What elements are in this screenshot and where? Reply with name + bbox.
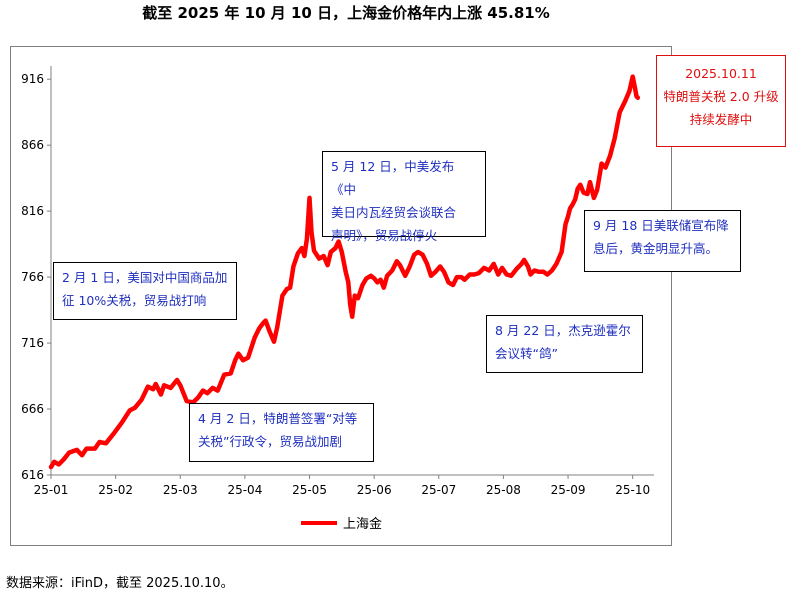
annotation-line: 征 10%关税，贸易战打响 — [62, 293, 207, 308]
annotation-line: 8 月 22 日，杰克逊霍尔 — [495, 323, 631, 338]
y-tick-label: 916 — [21, 72, 44, 86]
y-tick-label: 616 — [21, 468, 44, 482]
x-tick-label: 25-06 — [357, 483, 392, 497]
chart-title: 截至 2025 年 10 月 10 日，上海金价格年内上涨 45.81% — [142, 4, 550, 22]
annotation-line: 美日内瓦经贸会谈联合 — [331, 205, 457, 220]
annotation-line: 特朗普关税 2.0 升级 — [663, 89, 779, 104]
chart-frame — [10, 46, 672, 546]
axes — [47, 66, 654, 479]
annotation-may12: 5 月 12 日，中美发布《中 美日内瓦经贸会谈联合 声明》，贸易战停火 — [322, 151, 486, 243]
y-tick-label: 866 — [21, 138, 44, 152]
annotation-sep18: 9 月 18 日美联储宣布降 息后，黄金明显升高。 — [584, 210, 741, 272]
x-tick-label: 25-02 — [98, 483, 133, 497]
x-tick-label: 25-01 — [34, 483, 69, 497]
annotation-aug22: 8 月 22 日，杰克逊霍尔 会议转“鸽” — [486, 315, 643, 373]
x-tick-label: 25-10 — [615, 483, 650, 497]
annotation-line: 持续发酵中 — [689, 112, 753, 127]
annotation-feb1: 2 月 1 日，美国对中国商品加 征 10%关税，贸易战打响 — [53, 262, 237, 320]
legend-swatch — [301, 521, 337, 525]
annotation-line: 9 月 18 日美联储宣布降 — [593, 218, 729, 233]
x-tick-label: 25-04 — [227, 483, 262, 497]
tick-labels: 616 666 716 766 816 866 916 25-01 25-02 25-03 25-0… — [21, 72, 650, 497]
y-tick-label: 766 — [21, 270, 44, 284]
x-tick-label: 25-09 — [551, 483, 586, 497]
annotation-line: 2 月 1 日，美国对中国商品加 — [62, 270, 228, 285]
annotation-line: 关税”行政令，贸易战加剧 — [198, 434, 342, 449]
annotation-apr2: 4 月 2 日，特朗普签署“对等 关税”行政令，贸易战加剧 — [189, 403, 374, 462]
annotation-line: 息后，黄金明显升高。 — [593, 241, 719, 256]
annotation-line: 2025.10.11 — [685, 66, 757, 81]
y-tick-label: 716 — [21, 336, 44, 350]
y-tick-label: 816 — [21, 204, 44, 218]
x-tick-label: 25-08 — [486, 483, 521, 497]
annotation-line: 4 月 2 日，特朗普签署“对等 — [198, 411, 358, 426]
x-tick-label: 25-03 — [163, 483, 198, 497]
annotation-line: 会议转“鸽” — [495, 346, 558, 361]
x-tick-label: 25-07 — [421, 483, 456, 497]
x-tick-label: 25-05 — [292, 483, 327, 497]
annotation-line: 声明》，贸易战停火 — [331, 228, 438, 243]
y-tick-label: 666 — [21, 402, 44, 416]
legend-label: 上海金 — [343, 517, 383, 532]
annotation-line: 5 月 12 日，中美发布《中 — [331, 159, 455, 197]
series-line-shanghai-gold — [48, 74, 641, 470]
annotation-oct11: 2025.10.11 特朗普关税 2.0 升级 持续发酵中 — [656, 55, 786, 147]
source-note: 数据来源：iFinD，截至 2025.10.10。 — [6, 576, 234, 591]
